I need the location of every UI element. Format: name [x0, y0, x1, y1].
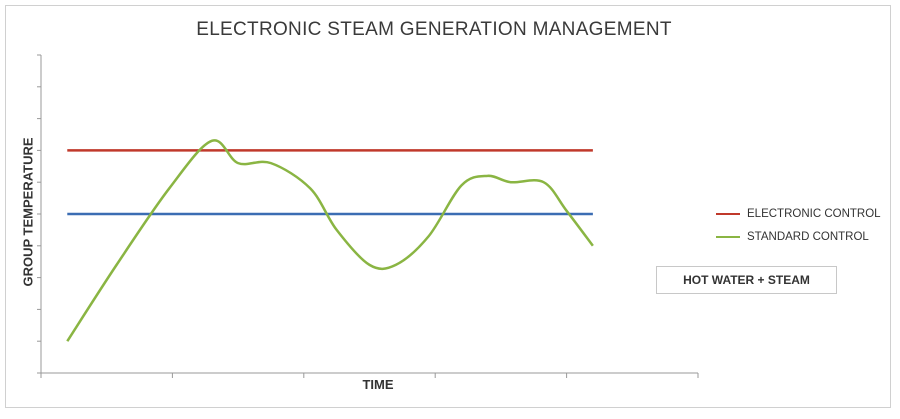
legend-label-standard-control: STANDARD CONTROL	[747, 231, 869, 243]
series-standard-control	[66, 139, 594, 342]
x-axis-label: TIME	[362, 377, 394, 392]
legend-swatch-electronic-control	[716, 213, 740, 215]
legend-label-electronic-control: ELECTRONIC CONTROL	[747, 208, 881, 220]
series-layer	[66, 139, 594, 342]
y-axis-ticks	[37, 54, 41, 374]
annotation-box: HOT WATER + STEAM	[656, 266, 837, 294]
legend-swatch-standard-control	[716, 236, 740, 238]
chart-title: ELECTRONIC STEAM GENERATION MANAGEMENT	[196, 19, 672, 40]
x-axis-ticks	[40, 373, 699, 378]
